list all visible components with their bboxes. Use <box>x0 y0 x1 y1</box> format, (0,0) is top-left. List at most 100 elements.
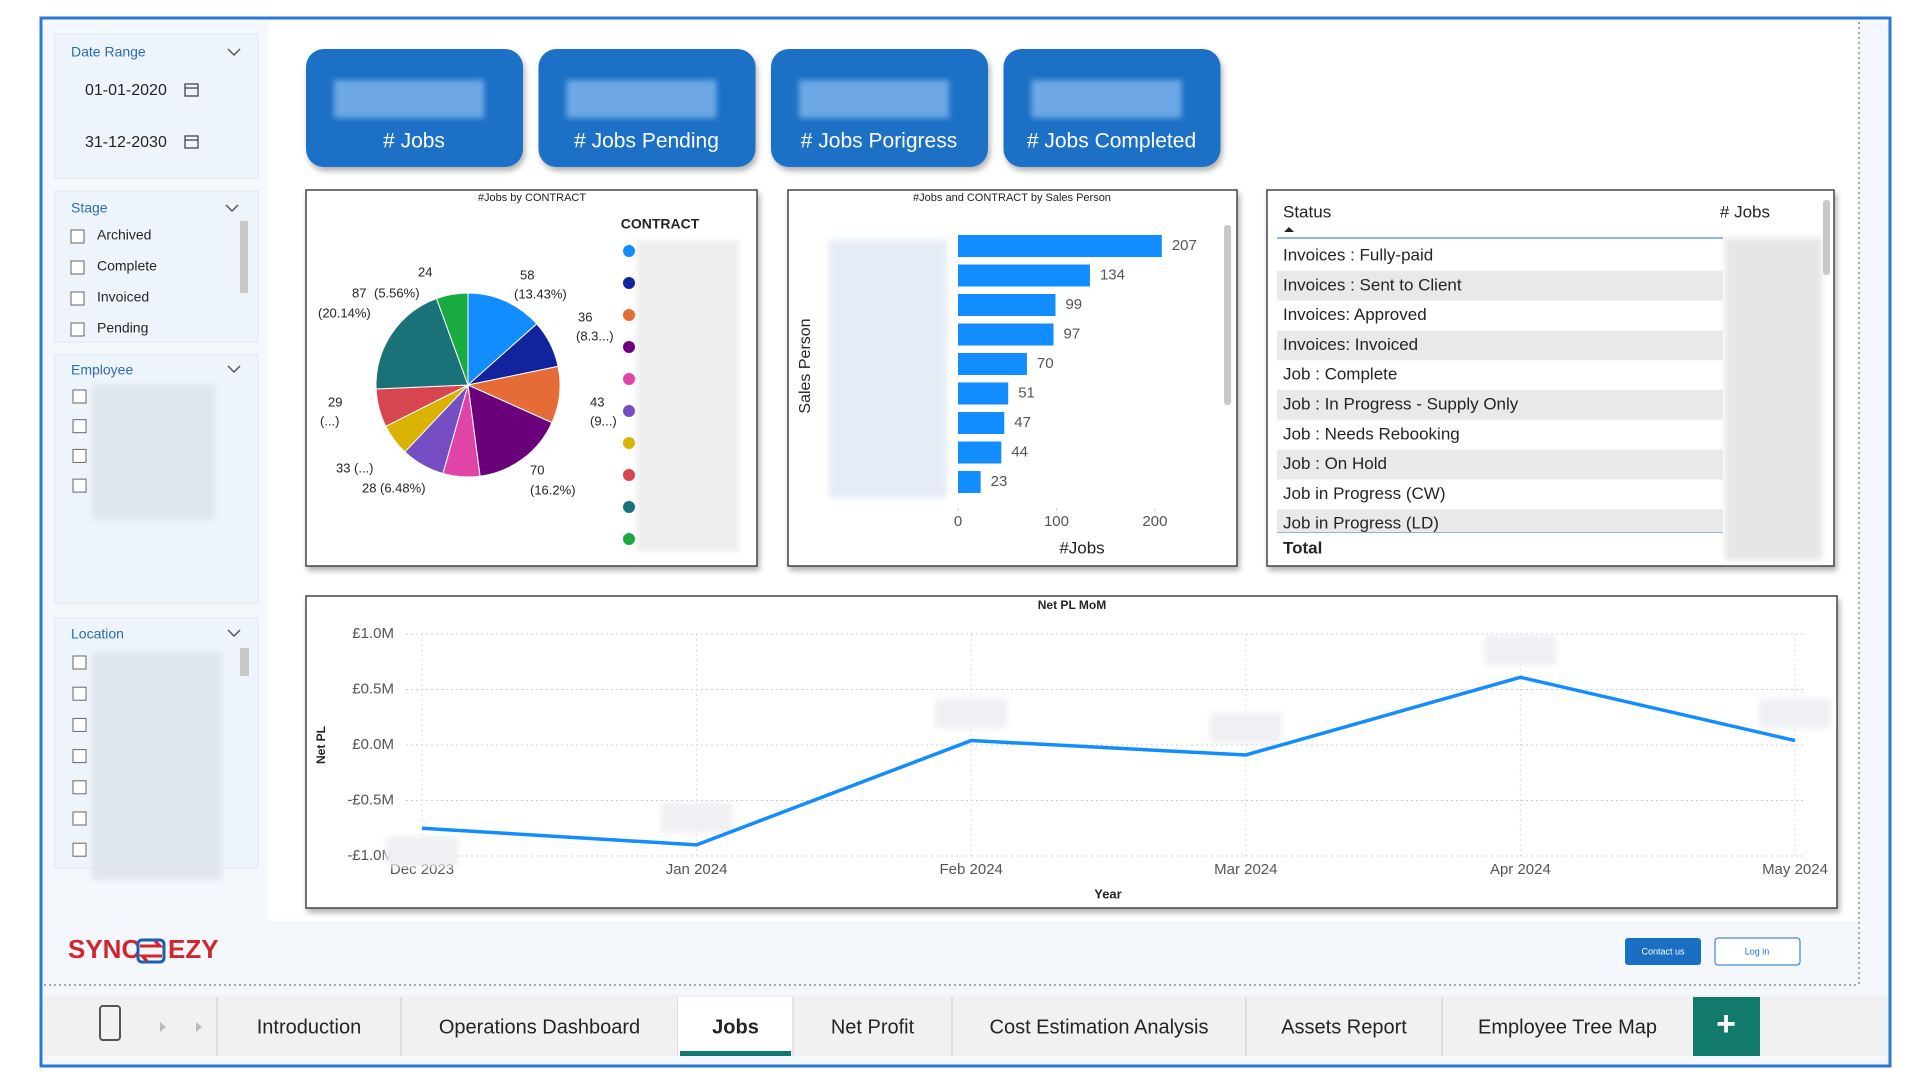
logo-text: EZY <box>168 934 219 964</box>
stage-option[interactable]: Complete <box>97 258 157 274</box>
row-label[interactable]: Invoices : Sent to Client <box>1283 275 1462 294</box>
kpi-label: # Jobs Completed <box>1027 130 1196 153</box>
blurred-data-label <box>660 802 733 833</box>
tab-label[interactable]: Assets Report <box>1281 1016 1407 1038</box>
data-label: 207 <box>1172 237 1197 254</box>
tab-label[interactable]: Cost Estimation Analysis <box>990 1016 1209 1038</box>
bar[interactable] <box>958 235 1162 257</box>
blurred-column <box>1725 238 1822 560</box>
bar[interactable] <box>958 382 1009 405</box>
checkbox[interactable] <box>72 419 87 434</box>
stage-panel <box>54 190 259 343</box>
checkbox[interactable] <box>72 686 87 701</box>
tab-label[interactable]: Net Profit <box>831 1016 915 1038</box>
data-label: 99 <box>1065 296 1082 313</box>
data-label: 70 <box>530 462 544 477</box>
checkbox[interactable] <box>70 322 85 337</box>
bar[interactable] <box>958 323 1054 346</box>
scrollbar <box>1224 225 1231 405</box>
x-tick-label: 200 <box>1142 513 1167 530</box>
add-tab[interactable] <box>1693 997 1760 1056</box>
row-label[interactable]: Invoices: Approved <box>1283 305 1427 324</box>
checkbox[interactable] <box>72 448 87 463</box>
data-label: 24 <box>418 264 432 279</box>
blurred-value <box>1031 80 1182 118</box>
row-label[interactable]: Invoices: Invoiced <box>1283 335 1418 354</box>
scrollbar <box>240 221 248 293</box>
bar[interactable] <box>958 441 1002 464</box>
login-button[interactable] <box>1714 937 1801 966</box>
checkbox[interactable] <box>70 260 85 275</box>
data-label: (5.56%) <box>374 285 420 300</box>
checkbox[interactable] <box>72 389 87 404</box>
bar[interactable] <box>958 412 1005 434</box>
checkbox[interactable] <box>72 780 87 795</box>
checkbox[interactable] <box>72 478 87 493</box>
blurred-list <box>92 652 222 880</box>
tab-active <box>678 997 793 1056</box>
data-label: 43 <box>590 394 604 409</box>
checkbox[interactable] <box>72 655 87 670</box>
tab-underline <box>680 1051 791 1056</box>
pie-slice[interactable] <box>467 292 538 387</box>
row-label[interactable]: Job : In Progress - Supply Only <box>1283 394 1519 413</box>
checkbox[interactable] <box>72 717 87 732</box>
data-label: 23 <box>991 473 1008 490</box>
blurred-data-label <box>1484 635 1557 666</box>
button-label[interactable]: Log in <box>1745 946 1770 956</box>
line-series[interactable] <box>421 675 1796 847</box>
checkbox[interactable] <box>72 811 87 826</box>
row-label[interactable]: Job : Needs Rebooking <box>1283 424 1460 443</box>
legend-marker <box>623 469 635 481</box>
date-start[interactable]: 01-01-2020 <box>85 82 167 99</box>
data-label: (6.48%) <box>380 480 426 495</box>
add-tab-label[interactable]: + <box>1716 1005 1736 1043</box>
button-label[interactable]: Contact us <box>1641 946 1685 956</box>
row-label[interactable]: Invoices : Fully-paid <box>1283 245 1433 264</box>
x-tick-label: Feb 2024 <box>940 861 1003 878</box>
row-label[interactable]: Job : Complete <box>1283 365 1397 384</box>
bar[interactable] <box>958 294 1056 316</box>
contact-button[interactable] <box>1625 938 1701 965</box>
row-label[interactable]: Job in Progress (LD) <box>1283 514 1439 533</box>
bar[interactable] <box>958 264 1090 287</box>
tab-label[interactable]: Jobs <box>712 1016 759 1038</box>
date-end[interactable]: 31-12-2030 <box>85 134 167 151</box>
column-header[interactable]: Status <box>1283 202 1331 221</box>
kpi-label: # Jobs <box>383 130 445 153</box>
checkbox[interactable] <box>72 749 87 764</box>
blurred-data-label <box>1759 698 1831 729</box>
legend-marker <box>623 437 635 449</box>
blurred-value <box>799 80 949 118</box>
checkbox[interactable] <box>72 842 87 857</box>
checkbox[interactable] <box>70 229 85 244</box>
legend-title: CONTRACT <box>621 216 700 232</box>
data-label: (13.43%) <box>514 286 567 301</box>
tab-label[interactable]: Employee Tree Map <box>1478 1016 1657 1038</box>
sort-icon <box>1284 227 1294 232</box>
scrollbar <box>1823 200 1830 275</box>
data-label: 28 <box>362 480 376 495</box>
mobile-icon[interactable] <box>99 1005 121 1041</box>
stage-option[interactable]: Invoiced <box>97 289 149 305</box>
bar[interactable] <box>958 471 981 493</box>
row-label[interactable]: Job : On Hold <box>1283 454 1387 473</box>
logo-icon <box>136 938 166 964</box>
pie-slice[interactable] <box>435 292 469 386</box>
tab-label[interactable]: Introduction <box>257 1016 362 1038</box>
checkbox[interactable] <box>70 291 85 306</box>
tab-label[interactable]: Operations Dashboard <box>439 1016 640 1038</box>
x-tick-label: 100 <box>1044 513 1069 530</box>
legend-marker <box>623 309 635 321</box>
data-label: (16.2%) <box>530 482 576 497</box>
pie-slice[interactable] <box>375 297 469 390</box>
row-band <box>1277 330 1723 361</box>
stage-option[interactable]: Archived <box>97 227 151 243</box>
column-header[interactable]: # Jobs <box>1720 202 1770 221</box>
stage-option[interactable]: Pending <box>97 320 148 336</box>
row-label[interactable]: Job in Progress (CW) <box>1283 484 1445 503</box>
bar[interactable] <box>958 353 1027 375</box>
pie-slice[interactable] <box>467 384 553 477</box>
row-band <box>1277 509 1723 532</box>
